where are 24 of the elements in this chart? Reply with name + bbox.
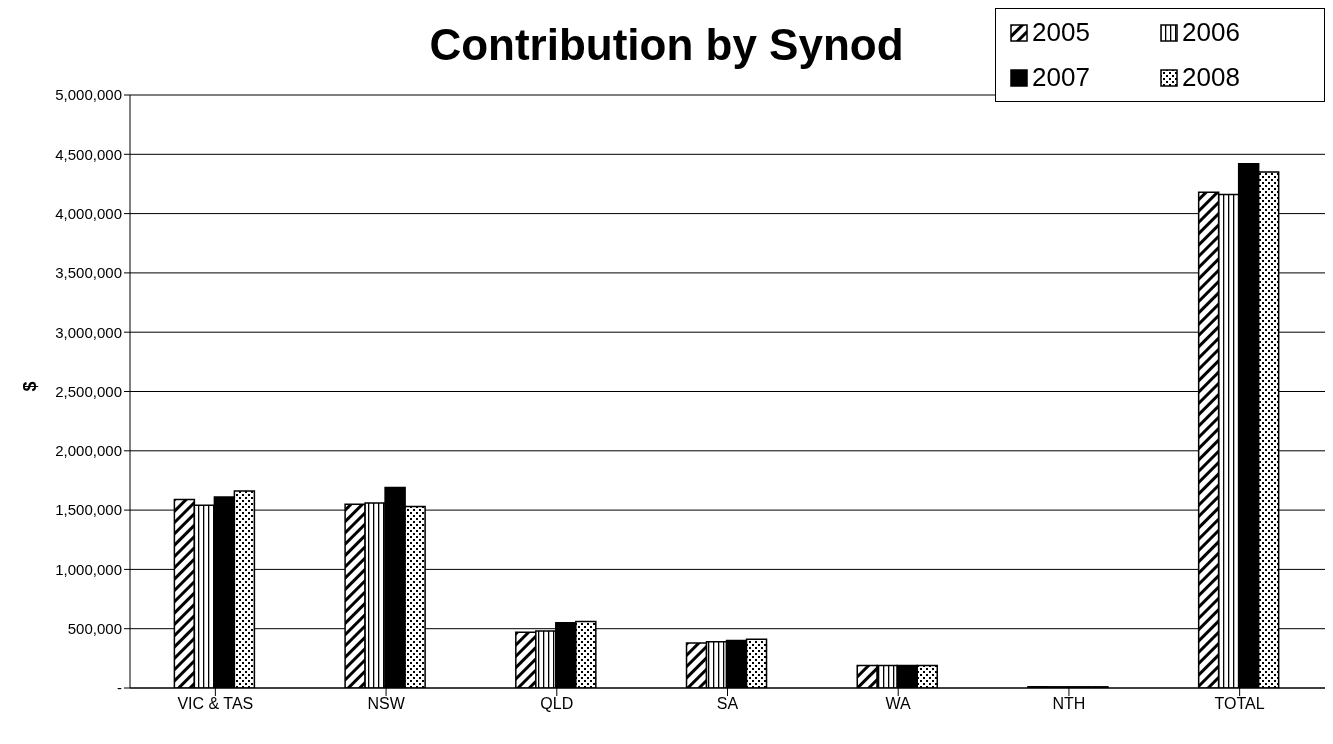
y-tick-label: 1,500,000 xyxy=(55,501,122,519)
x-tick-label: TOTAL xyxy=(1214,695,1265,713)
y-tick-label: 3,500,000 xyxy=(55,264,122,282)
y-tick-label: 4,000,000 xyxy=(55,204,122,222)
y-tick-label: 500,000 xyxy=(67,620,122,638)
y-tick-label: 2,000,000 xyxy=(55,442,122,460)
y-tick-label: 4,500,000 xyxy=(55,145,122,163)
x-tick-label: QLD xyxy=(540,695,574,713)
x-tick-label: NTH xyxy=(1052,695,1086,713)
y-tick-label: 1,000,000 xyxy=(55,560,122,578)
y-tick-label: 5,000,000 xyxy=(55,86,122,104)
legend-label: 2008 xyxy=(1182,62,1240,93)
y-tick-label: 2,500,000 xyxy=(55,382,122,400)
legend-label: 2006 xyxy=(1182,17,1240,48)
y-tick-label: - xyxy=(117,679,122,697)
y-axis-title: $ xyxy=(20,381,41,392)
x-tick-label: VIC & TAS xyxy=(177,695,254,713)
chart-title: Contribution by Synod xyxy=(429,20,904,69)
x-tick-label: WA xyxy=(885,695,912,713)
legend-label: 2005 xyxy=(1032,17,1090,48)
x-tick-label: SA xyxy=(716,695,739,713)
x-tick-label: NSW xyxy=(367,695,406,713)
legend-label: 2007 xyxy=(1032,62,1090,93)
y-tick-label: 3,000,000 xyxy=(55,323,122,341)
